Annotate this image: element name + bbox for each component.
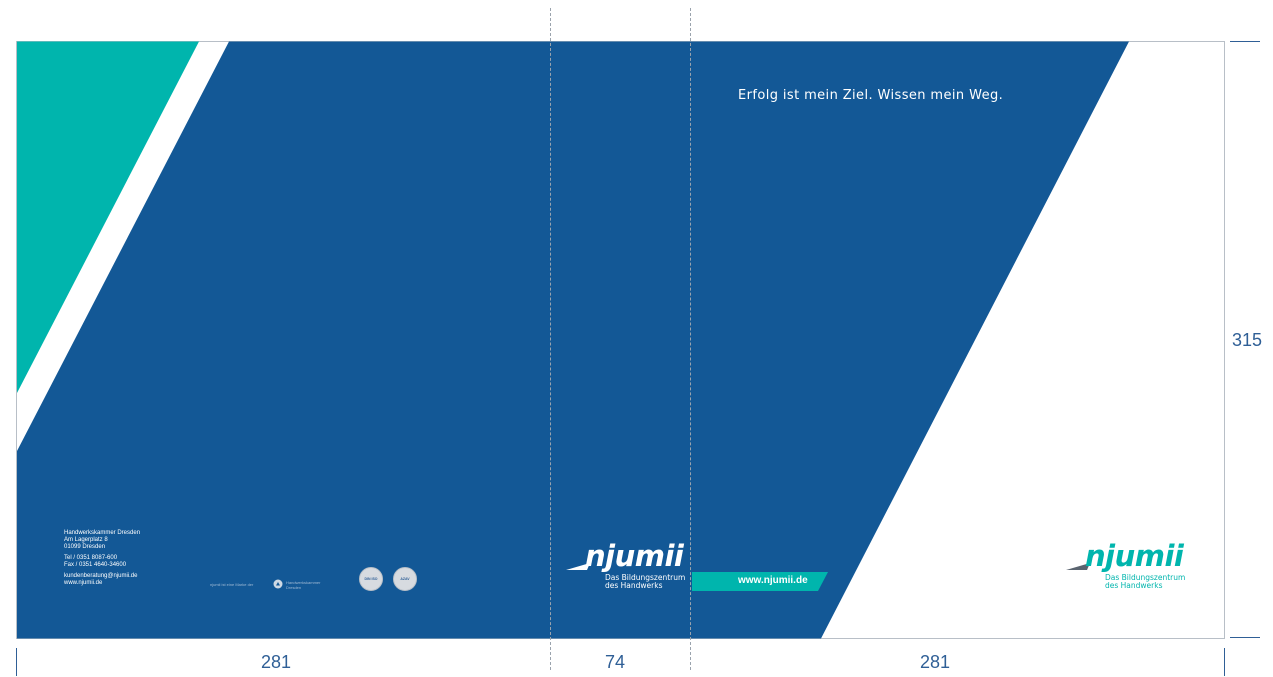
seal-azav-label: AZAV [400,577,410,581]
address-fax: Fax / 0351 4640-34600 [64,562,127,568]
dimension-height: 315 [1232,330,1263,350]
partner-name: Handwerkskammer Dresden [286,580,320,590]
dimension-tick-left [16,648,17,676]
front-logo-sub-line2: des Handwerks [1105,581,1163,590]
dimension-spine-width: 74 [605,652,626,672]
dimension-back-width: 281 [261,652,292,672]
dimension-front-width: 281 [920,652,951,672]
dimension-tick-top [1230,41,1260,42]
hwk-logo-icon [273,579,283,589]
spine-logo-swoosh [566,563,590,570]
address-block: Handwerkskammer Dresden Am Lagerplatz 8 … [64,530,140,587]
address-email: kundenberatung@njumii.de [64,573,138,579]
tagline: Erfolg ist mein Ziel. Wissen mein Weg. [738,88,1004,103]
seal-din-iso-label: DIN ISO [364,577,378,581]
front-logo-swoosh [1066,563,1090,570]
address-org: Handwerkskammer Dresden [64,530,141,536]
partner-note: njumii ist eine Marke der [210,582,254,587]
navy-diagonal-shape [17,41,1129,639]
website-url: www.njumii.de [738,575,808,586]
front-logo-wordmark: njumii [1085,539,1184,573]
address-tel: Tel / 0351 8087-600 [64,555,118,561]
spine-logo-wordmark: njumii [585,539,684,573]
seal-din-iso: DIN ISO [359,567,383,591]
dimension-tick-right [1224,648,1225,676]
spine-logo-subtitle: Das Bildungszentrum des Handwerks [605,574,685,590]
front-logo-sub-line1: Das Bildungszentrum [1105,573,1186,582]
dimension-tick-bottom [1230,637,1260,638]
partner-name-line2: Dresden [286,585,302,590]
spine-logo-sub-line2: des Handwerks [605,581,663,590]
front-logo-subtitle: Das Bildungszentrum des Handwerks [1105,574,1185,590]
partner-name-line1: Handwerkskammer [286,580,321,585]
fold-line-left [550,8,551,670]
fold-line-right [690,8,691,670]
seal-azav: AZAV [393,567,417,591]
address-city: 01099 Dresden [64,544,106,550]
address-web: www.njumii.de [64,580,103,586]
spine-logo-sub-line1: Das Bildungszentrum [605,573,686,582]
teal-corner-shape [17,41,199,393]
website-strip [692,572,828,591]
address-street: Am Lagerplatz 8 [64,537,108,543]
